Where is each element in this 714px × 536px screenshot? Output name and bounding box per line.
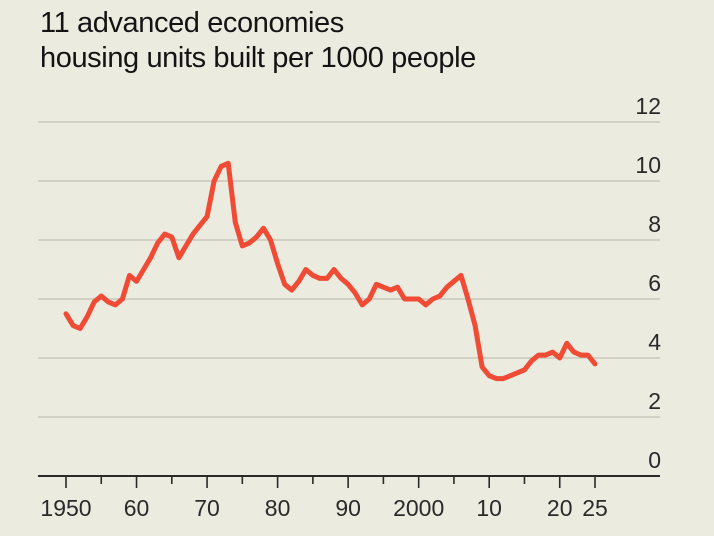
y-tick-label-8: 8 (648, 211, 661, 237)
x-tick-label-2020: 20 (547, 495, 573, 521)
x-tick-label-2000: 2000 (393, 495, 444, 521)
x-tick-label-1980: 80 (265, 495, 291, 521)
y-tick-label-0: 0 (648, 447, 661, 473)
x-tick-label-2010: 10 (476, 495, 502, 521)
y-axis-tick-labels: 0 2 4 6 8 10 12 (635, 93, 661, 473)
x-tick-label-2025: 25 (582, 495, 608, 521)
y-tick-label-12: 12 (635, 93, 661, 119)
y-tick-label-2: 2 (648, 388, 661, 414)
x-tick-label-1950: 1950 (40, 495, 91, 521)
series-layer (63, 160, 598, 382)
chart-subtitle: housing units built per 1000 people (40, 42, 476, 74)
y-tick-label-10: 10 (635, 152, 661, 178)
chart-title-block: 11 advanced economies housing units buil… (40, 6, 476, 76)
y-tick-label-4: 4 (648, 329, 661, 355)
y-tick-label-6: 6 (648, 270, 661, 296)
x-tick-label-1990: 90 (335, 495, 361, 521)
x-tick-label-1960: 60 (124, 495, 150, 521)
chart-title: 11 advanced economies (40, 7, 344, 39)
x-axis: 1950 60 70 80 90 2000 10 20 25 (38, 475, 660, 521)
series-line-0 (63, 160, 598, 382)
gridlines (38, 121, 660, 418)
x-tick-label-1970: 70 (194, 495, 220, 521)
